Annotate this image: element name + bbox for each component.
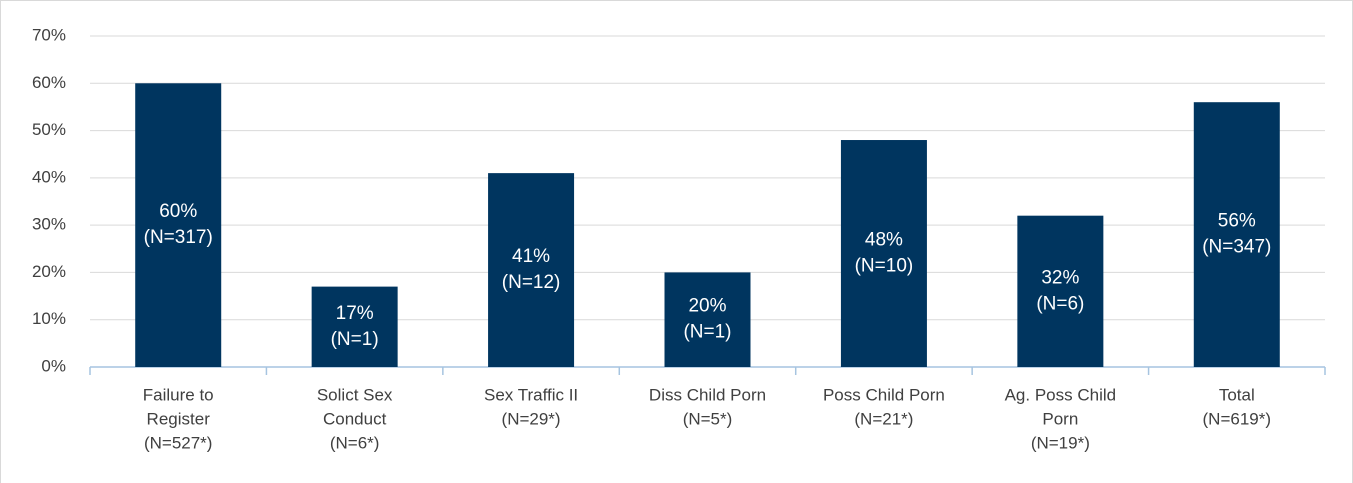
y-tick-label: 0% bbox=[41, 356, 66, 375]
x-tick-label: (N=6*) bbox=[330, 433, 380, 452]
y-tick-label: 30% bbox=[32, 215, 66, 234]
x-tick-label: Diss Child Porn bbox=[649, 385, 766, 404]
bar bbox=[488, 173, 575, 367]
x-tick-label: Failure to bbox=[143, 385, 214, 404]
bar bbox=[135, 83, 222, 368]
value-label: 56% bbox=[1218, 211, 1256, 232]
x-tick-label: (N=619*) bbox=[1203, 409, 1272, 428]
y-tick-label: 50% bbox=[32, 120, 66, 139]
value-label: 17% bbox=[336, 303, 374, 324]
x-tick-label: Poss Child Porn bbox=[823, 385, 945, 404]
value-label: 48% bbox=[865, 230, 903, 251]
x-tick-label: Solict Sex bbox=[317, 385, 393, 404]
x-tick-label: Porn bbox=[1042, 409, 1078, 428]
x-tick-label: Total bbox=[1219, 385, 1255, 404]
value-label: (N=317) bbox=[144, 227, 213, 248]
x-tick-label: (N=21*) bbox=[854, 409, 913, 428]
y-tick-label: 20% bbox=[32, 262, 66, 281]
x-tick-label: (N=19*) bbox=[1031, 433, 1090, 452]
y-tick-label: 60% bbox=[32, 73, 66, 92]
y-tick-label: 70% bbox=[32, 25, 66, 44]
x-tick-label: Ag. Poss Child bbox=[1005, 385, 1117, 404]
value-label: 32% bbox=[1041, 267, 1079, 288]
value-label: (N=1) bbox=[331, 329, 379, 350]
x-tick-label: (N=29*) bbox=[502, 409, 561, 428]
value-label: 20% bbox=[688, 296, 726, 317]
value-label: 60% bbox=[159, 201, 197, 222]
x-tick-label: (N=5*) bbox=[683, 409, 733, 428]
bar bbox=[664, 272, 751, 367]
x-tick-label: Sex Traffic II bbox=[484, 385, 578, 404]
value-label: (N=347) bbox=[1202, 237, 1271, 258]
bar bbox=[1193, 102, 1280, 367]
x-tick-label: (N=527*) bbox=[144, 433, 213, 452]
y-tick-label: 10% bbox=[32, 309, 66, 328]
x-tick-label: Register bbox=[147, 409, 211, 428]
bar bbox=[1017, 215, 1104, 367]
y-tick-label: 40% bbox=[32, 167, 66, 186]
x-tick-label: Conduct bbox=[323, 409, 387, 428]
value-label: (N=12) bbox=[502, 272, 561, 293]
value-label: (N=1) bbox=[683, 322, 731, 343]
value-label: (N=10) bbox=[855, 256, 914, 277]
value-label: (N=6) bbox=[1036, 293, 1084, 314]
bar bbox=[840, 140, 927, 367]
bar bbox=[311, 286, 398, 367]
value-label: 41% bbox=[512, 246, 550, 267]
